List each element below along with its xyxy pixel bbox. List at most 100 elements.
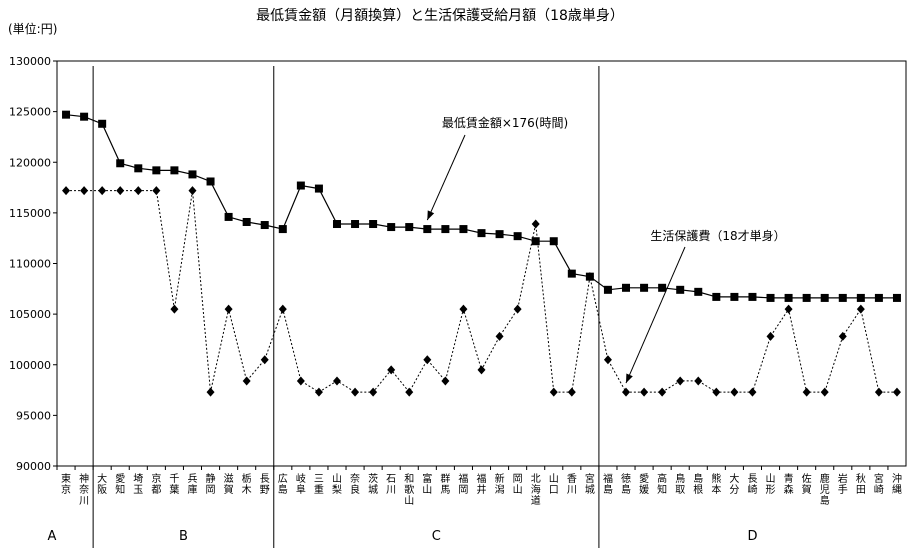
data-point (260, 355, 269, 365)
x-tick-label: 福 (477, 472, 487, 485)
x-tick-label: 賀 (802, 484, 812, 496)
x-tick-label: 茨 (368, 472, 378, 485)
x-tick-label: 歌 (404, 483, 414, 496)
y-tick-label: 95000 (16, 409, 51, 422)
x-tick-label: 島 (693, 472, 703, 485)
data-point (116, 159, 125, 168)
x-tick-label: 石 (386, 474, 396, 485)
data-point (80, 112, 89, 121)
x-tick-label: 群 (440, 472, 450, 485)
x-tick-label: 奈 (79, 483, 89, 496)
x-tick-label: 良 (350, 483, 360, 496)
y-tick-label: 110000 (9, 258, 51, 271)
annotation-arrowhead (626, 373, 633, 384)
x-tick-label: 静 (206, 472, 216, 485)
data-point (784, 304, 793, 314)
data-point (874, 293, 883, 302)
data-point (278, 304, 287, 314)
data-point (224, 212, 233, 221)
data-point (622, 283, 631, 292)
data-point (603, 355, 612, 365)
group-label: C (432, 529, 441, 544)
x-tick-label: 山 (422, 484, 432, 496)
x-tick-label: 岩 (838, 472, 848, 485)
x-tick-label: 木 (242, 484, 252, 496)
x-tick-label: 徳 (621, 472, 631, 485)
x-tick-label: 神 (79, 472, 89, 485)
x-tick-label: 潟 (495, 483, 505, 496)
data-point (369, 220, 378, 229)
data-point (622, 387, 631, 397)
x-tick-label: 知 (657, 483, 667, 496)
data-point (730, 387, 739, 397)
x-tick-label: 島 (621, 483, 631, 496)
x-tick-label: 岡 (206, 484, 216, 496)
x-tick-label: 三 (314, 474, 324, 485)
x-tick-label: 城 (585, 484, 595, 496)
x-tick-label: 富 (422, 472, 432, 485)
x-tick-label: 分 (729, 484, 739, 496)
data-point (332, 376, 341, 386)
data-point (495, 331, 504, 341)
x-tick-label: 奈 (350, 472, 360, 485)
x-tick-label: 滋 (224, 472, 234, 485)
data-point (838, 293, 847, 302)
x-tick-label: 香 (567, 473, 577, 485)
x-tick-label: 栃 (242, 472, 252, 485)
x-tick-label: 大 (97, 472, 107, 485)
data-point (332, 220, 341, 229)
x-tick-label: 庫 (187, 483, 197, 496)
x-tick-label: 森 (784, 483, 794, 496)
data-point (676, 376, 685, 386)
x-tick-label: 都 (151, 484, 161, 496)
data-point (351, 220, 360, 229)
x-tick-label: 阜 (296, 483, 306, 496)
annotation-label: 生活保護費（18才単身） (650, 228, 785, 243)
x-tick-label: 北 (531, 473, 541, 485)
data-point (567, 387, 576, 397)
x-tick-label: 取 (675, 484, 685, 496)
x-tick-label: 熊 (711, 472, 721, 485)
x-tick-label: 川 (79, 496, 89, 507)
data-point (278, 225, 287, 234)
data-point (62, 110, 71, 119)
x-tick-label: 川 (567, 485, 577, 496)
data-point (694, 376, 703, 386)
series-1 (62, 110, 901, 302)
data-point (874, 387, 883, 397)
x-tick-label: 京 (151, 472, 161, 485)
x-tick-label: 賀 (224, 484, 234, 496)
x-tick-label: 長 (260, 473, 270, 485)
data-point (314, 387, 323, 397)
data-point (712, 292, 721, 301)
annotation-label: 最低賃金額×176(時間) (442, 115, 568, 130)
x-tick-label: 山 (549, 473, 559, 485)
x-tick-label: 秋 (856, 472, 866, 485)
x-tick-label: 千 (169, 473, 179, 485)
data-point (387, 223, 396, 232)
x-tick-label: 梨 (332, 483, 342, 496)
data-point (80, 186, 89, 196)
data-point (712, 387, 721, 397)
x-tick-label: 長 (747, 473, 757, 485)
x-tick-label: 佐 (802, 473, 812, 485)
data-point (351, 387, 360, 397)
data-point (314, 184, 323, 193)
data-point (694, 287, 703, 296)
x-tick-label: 兵 (187, 472, 197, 485)
y-tick-label: 115000 (9, 207, 51, 220)
data-point (170, 304, 179, 314)
data-point (242, 217, 251, 226)
data-point (856, 293, 865, 302)
x-tick-label: 山 (404, 495, 414, 507)
series-layer (62, 110, 901, 397)
x-tick-label: 本 (711, 483, 721, 496)
x-tick-label: 海 (531, 483, 541, 496)
data-point (748, 292, 757, 301)
data-point (513, 232, 522, 241)
x-tick-label: 宮 (585, 472, 595, 485)
data-point (477, 365, 486, 375)
data-point (784, 293, 793, 302)
x-tick-label: 山 (766, 473, 776, 485)
